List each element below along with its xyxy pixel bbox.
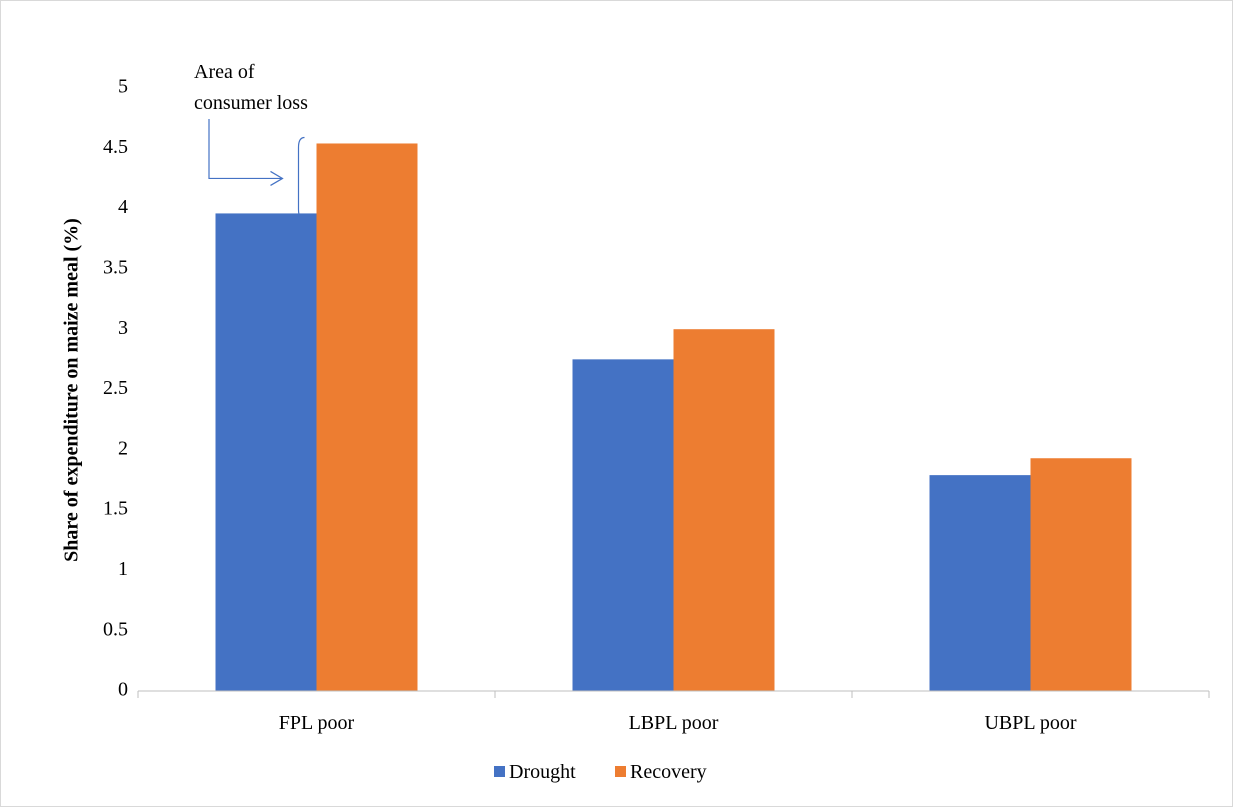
legend: Drought Recovery [494, 761, 707, 783]
consumer-loss-annotation: Area of consumer loss [194, 61, 308, 221]
y-tick-label: 2.5 [103, 377, 128, 399]
y-tick-label: 2 [118, 437, 128, 459]
annotation-line-1: Area of [194, 61, 255, 83]
category-label: FPL poor [279, 712, 355, 734]
bar-drought-2 [572, 359, 674, 691]
category-label: UBPL poor [984, 712, 1076, 734]
annotation-line-2: consumer loss [194, 92, 308, 114]
y-axis-title: Share of expenditure on maize meal (%) [61, 218, 83, 562]
legend-label-drought: Drought [509, 761, 576, 783]
bars [215, 143, 1132, 691]
y-tick-label: 4 [118, 196, 128, 218]
legend-swatch-recovery [615, 766, 626, 777]
y-tick-label: 1.5 [103, 498, 128, 520]
x-axis-ticks [137, 691, 1210, 698]
y-tick-label: 4.5 [103, 136, 128, 158]
y-axis: 0 0.5 1 1.5 2 2.5 3 3.5 4 4.5 5 [103, 76, 128, 701]
x-axis: FPL poor LBPL poor UBPL poor [279, 712, 1077, 734]
annotation-arrowhead [270, 170, 284, 186]
annotation-arrow [208, 119, 283, 180]
legend-label-recovery: Recovery [630, 761, 707, 783]
y-tick-label: 5 [118, 76, 128, 98]
y-tick-label: 0.5 [103, 618, 128, 640]
bar-recovery-1 [316, 143, 418, 691]
y-tick-label: 3 [118, 317, 128, 339]
y-tick-label: 0 [118, 679, 128, 701]
bar-recovery-2 [673, 329, 775, 691]
category-label: LBPL poor [629, 712, 719, 734]
bar-drought-1 [215, 213, 317, 691]
legend-swatch-drought [494, 766, 505, 777]
bar-drought-3 [929, 475, 1031, 691]
y-tick-label: 3.5 [103, 256, 128, 278]
bar-recovery-3 [1030, 458, 1132, 691]
y-tick-label: 1 [118, 558, 128, 580]
annotation-brace [297, 136, 305, 221]
